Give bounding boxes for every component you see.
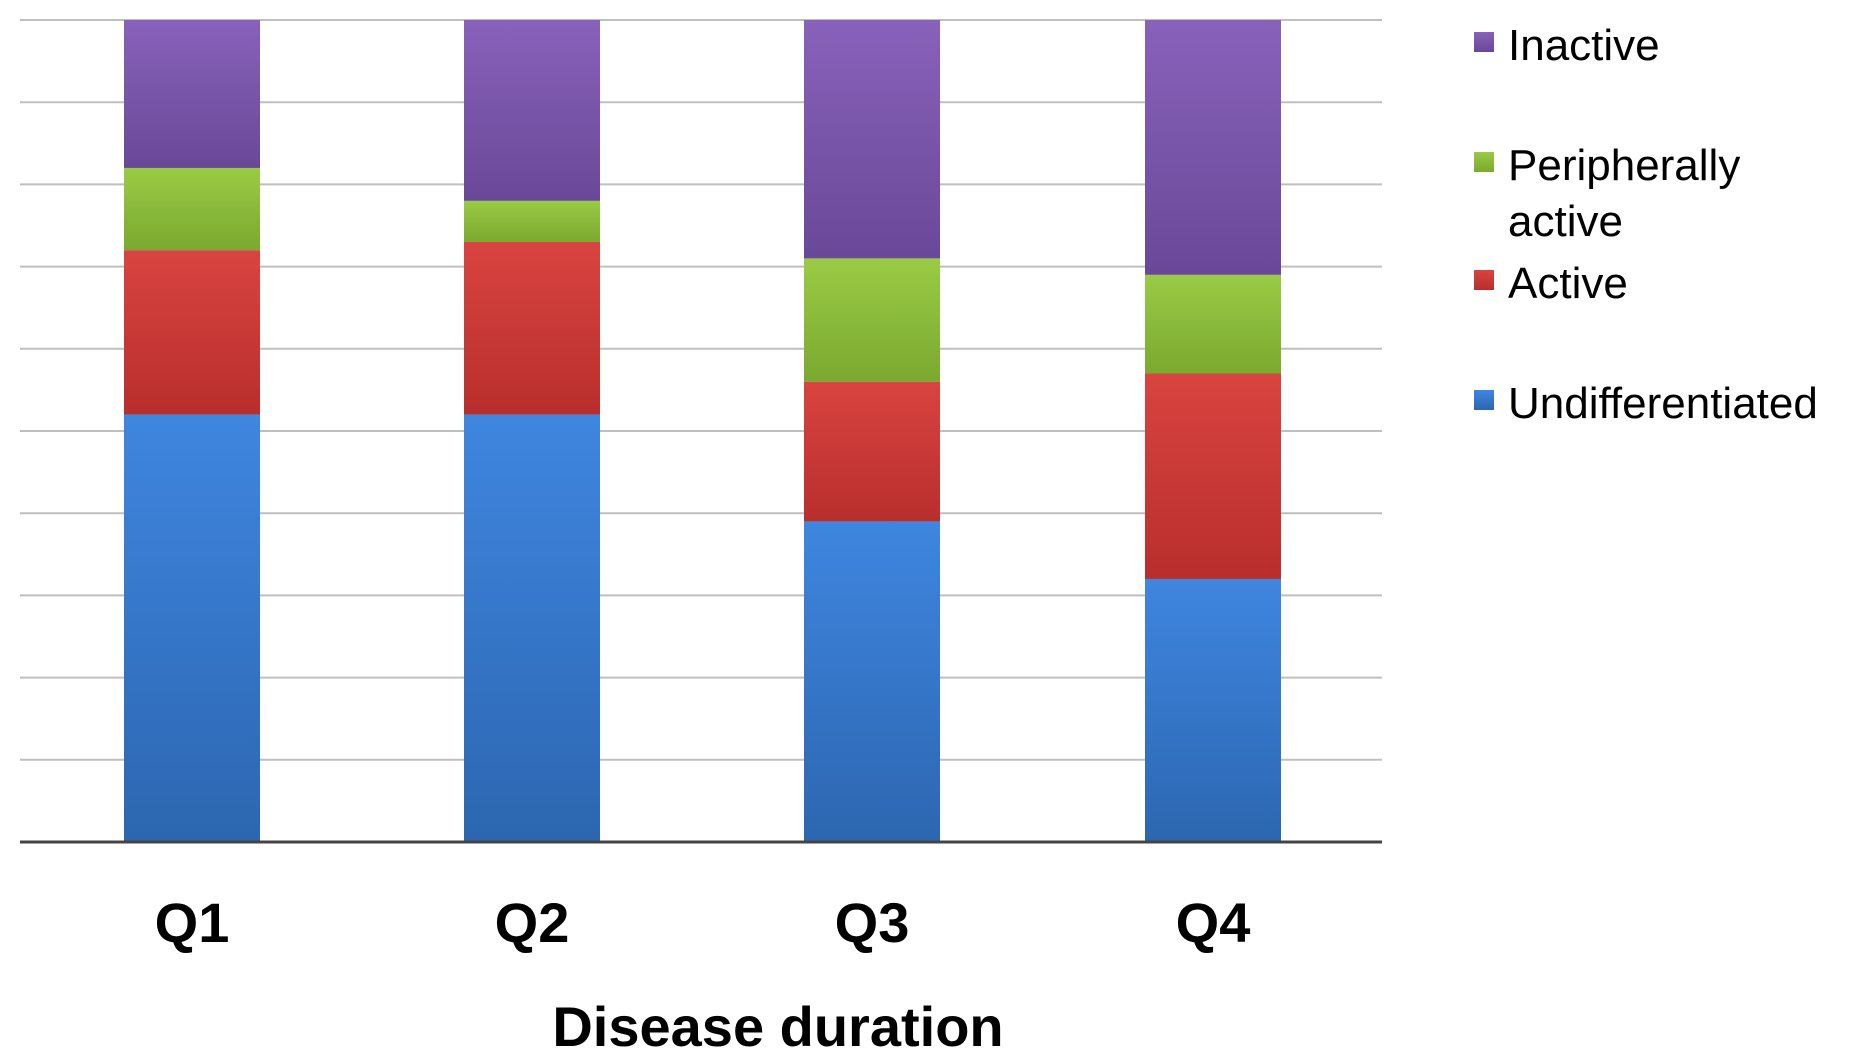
bar-q3-peripherally-active <box>804 258 940 382</box>
legend-label-inactive: Inactive <box>1508 21 1660 70</box>
legend-label-peripherally-active: Peripherally active <box>1508 141 1740 246</box>
bar-q1-peripherally-active <box>124 167 260 251</box>
bars <box>124 20 1281 842</box>
bar-q2-inactive <box>464 20 600 201</box>
x-tick-labels: Q1 Q2 Q3 Q4 <box>155 891 1251 954</box>
bar-q2-peripherally-active <box>464 200 600 242</box>
bar-q3-undifferentiated <box>804 521 940 842</box>
bar-q4-peripherally-active <box>1145 274 1281 374</box>
x-tick-label-q4: Q4 <box>1176 891 1251 954</box>
bar-stack-q2 <box>464 20 600 842</box>
bar-q4-active <box>1145 373 1281 579</box>
x-axis-title: Disease duration <box>552 995 1003 1054</box>
x-tick-label-q2: Q2 <box>495 891 570 954</box>
legend-swatch-undifferentiated <box>1474 390 1494 410</box>
bar-stack-q4 <box>1145 20 1281 842</box>
legend-item-peripherally-active: Peripherally active <box>1474 141 1740 246</box>
x-tick-label-q3: Q3 <box>835 891 910 954</box>
legend: Inactive Peripherally active Active Undiffer… <box>1474 21 1818 428</box>
bar-q1-active <box>124 250 260 415</box>
bar-q3-active <box>804 381 940 522</box>
bar-q3-inactive <box>804 20 940 259</box>
legend-swatch-peripherally-active <box>1474 152 1494 172</box>
legend-item-inactive: Inactive <box>1474 21 1660 70</box>
legend-swatch-inactive <box>1474 32 1494 52</box>
x-tick-label-q1: Q1 <box>155 891 230 954</box>
bar-q4-inactive <box>1145 20 1281 275</box>
bar-q2-active <box>464 241 600 415</box>
legend-label-undifferentiated: Undifferentiated <box>1508 379 1818 428</box>
bar-q1-inactive <box>124 20 260 168</box>
legend-label-active: Active <box>1508 259 1628 308</box>
bar-q4-undifferentiated <box>1145 578 1281 842</box>
legend-swatch-active <box>1474 270 1494 290</box>
legend-item-active: Active <box>1474 259 1628 308</box>
bar-stack-q3 <box>804 20 940 842</box>
bar-stack-q1 <box>124 20 260 842</box>
legend-item-undifferentiated: Undifferentiated <box>1474 379 1818 428</box>
bar-q2-undifferentiated <box>464 414 600 842</box>
bar-q1-undifferentiated <box>124 414 260 842</box>
